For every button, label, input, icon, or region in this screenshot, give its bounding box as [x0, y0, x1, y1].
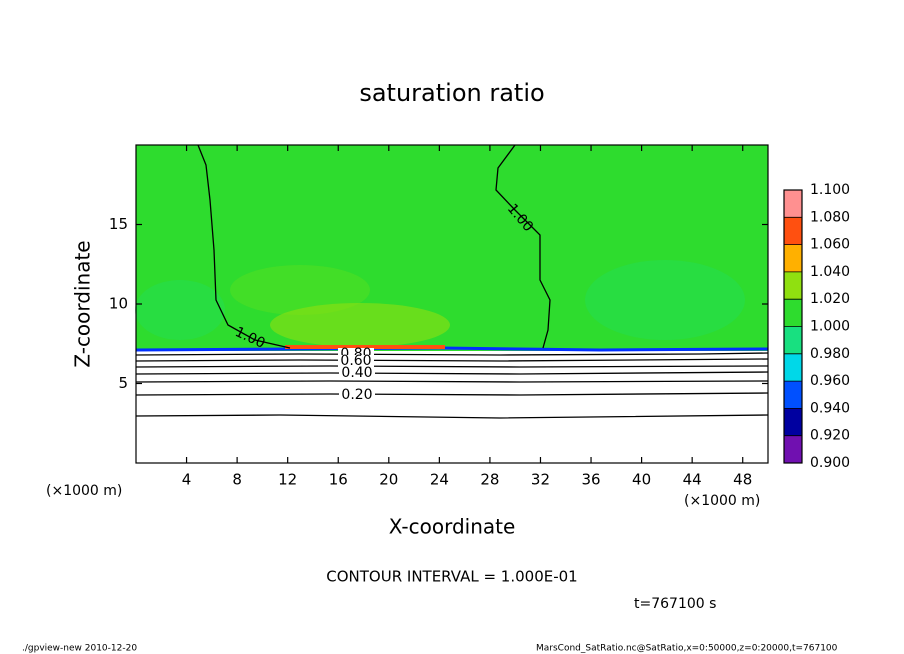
contour	[135, 414, 769, 419]
x-tick-label: 36	[581, 471, 600, 489]
x-tick-label: 16	[329, 471, 348, 489]
contour	[135, 380, 769, 383]
colorbar-label: 0.920	[810, 428, 850, 444]
contour	[135, 371, 769, 375]
field	[135, 144, 769, 463]
y-unit: (×1000 m)	[46, 483, 122, 499]
y-tick-label: 10	[109, 295, 128, 313]
colorbar-label: 1.060	[810, 237, 850, 253]
colorbar-label: 1.000	[810, 319, 850, 335]
colorbar-label: 1.080	[810, 209, 850, 225]
colorbar-band	[784, 435, 802, 463]
x-tick-label: 12	[278, 471, 297, 489]
contour	[197, 144, 291, 349]
contour	[135, 365, 769, 368]
footer-left: ./gpview-new 2010-12-20	[22, 644, 137, 654]
x-axis-label: X-coordinate	[389, 515, 516, 539]
colorbar-label: 0.940	[810, 400, 850, 416]
time-label: t=767100 s	[634, 596, 716, 612]
colorbar-label: 1.100	[810, 182, 850, 198]
contour-label: 0.40	[341, 365, 372, 381]
shade	[585, 260, 745, 340]
contour	[135, 392, 769, 396]
contour	[135, 352, 769, 356]
contour	[495, 144, 551, 349]
x-tick-label: 4	[182, 471, 192, 489]
colorbar-label: 1.040	[810, 264, 850, 280]
x-tick-label: 48	[733, 471, 752, 489]
colorbar-band	[784, 408, 802, 436]
shade	[270, 303, 450, 347]
contour-interval: CONTOUR INTERVAL = 1.000E-01	[326, 568, 577, 586]
x-tick-label: 32	[531, 471, 550, 489]
colorbar-band	[784, 217, 802, 245]
x-tick-label: 8	[232, 471, 242, 489]
colorbar-label: 1.020	[810, 291, 850, 307]
shade	[230, 265, 370, 315]
colorbar-band	[784, 244, 802, 272]
colorbar-label: 0.980	[810, 346, 850, 362]
contour-label: 0.20	[341, 387, 372, 403]
contour-label-bg	[339, 389, 375, 401]
colorbar-label: 0.960	[810, 373, 850, 389]
chart-title: saturation ratio	[359, 79, 544, 107]
x-tick-label: 20	[379, 471, 398, 489]
x-tick-label: 24	[430, 471, 449, 489]
dry-region	[136, 351, 768, 463]
colorbar-band	[784, 299, 802, 327]
colorbar-band	[784, 353, 802, 382]
contour-label-bg	[338, 355, 374, 367]
footer-right: MarsCond_SatRatio.nc@SatRatio,x=0:50000,…	[536, 644, 838, 654]
colorbar-band	[784, 381, 802, 409]
x-tick-label: 40	[632, 471, 651, 489]
contour-label-bg	[339, 367, 375, 379]
x-tick-label: 44	[683, 471, 702, 489]
colorbar-band	[784, 326, 802, 354]
y-tick-label: 15	[109, 215, 128, 233]
x-unit: (×1000 m)	[684, 493, 760, 509]
y-axis-label: Z-coordinate	[71, 240, 95, 367]
colorbar-label: 0.900	[810, 455, 850, 471]
contour-label: 0.60	[340, 353, 371, 369]
colorbar-band	[784, 190, 802, 218]
shade	[135, 280, 225, 340]
colorbar-band	[784, 271, 802, 300]
y-tick-label: 5	[118, 374, 128, 392]
contour	[135, 358, 769, 362]
x-tick-label: 28	[480, 471, 499, 489]
